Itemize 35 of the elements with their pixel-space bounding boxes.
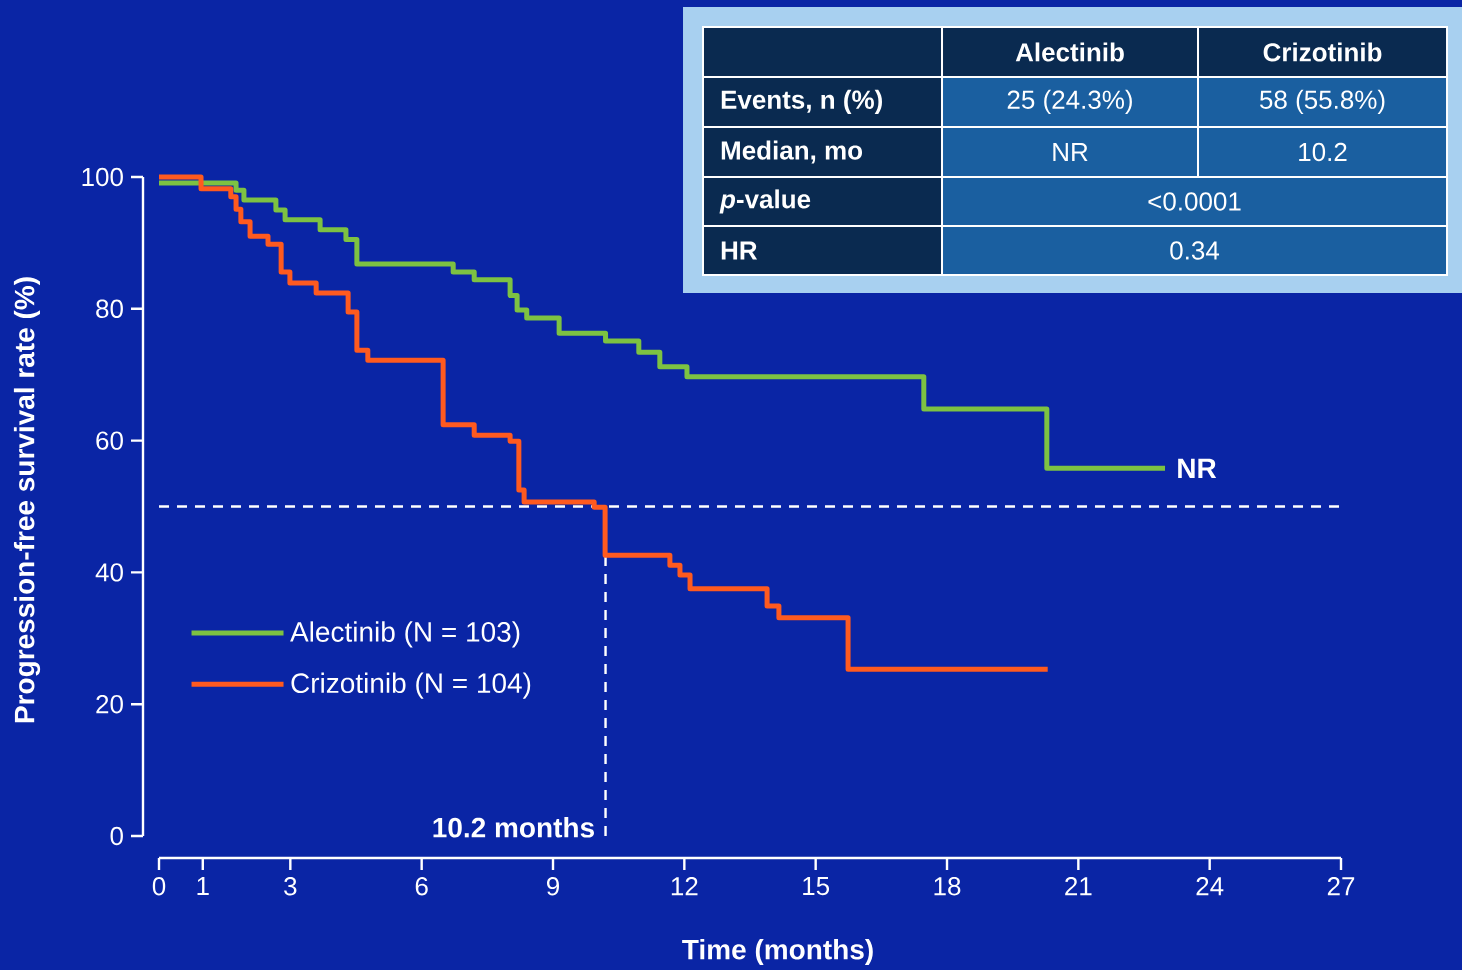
text: 58 (55.8%)	[1259, 89, 1385, 115]
y-tick-label: 100	[82, 167, 123, 187]
annotation: <0.0001	[1148, 192, 1241, 211]
y-tick-label: 0	[110, 826, 123, 846]
text: 10.2	[1299, 142, 1347, 162]
text: 25 (24.3%)	[1007, 89, 1132, 115]
x-tick-label: 1	[197, 877, 209, 895]
legend-label: Alectinib (N = 103)	[290, 621, 520, 648]
x-tick-label: 21	[1065, 877, 1092, 896]
text: Events, n (%)	[721, 89, 882, 115]
x-tick-label: 24	[1196, 877, 1224, 896]
x-tick-label: 3	[284, 877, 297, 896]
x-tick-label: 6	[415, 877, 428, 896]
x-tick-label: 27	[1327, 877, 1355, 896]
y-tick-label: 20	[96, 694, 123, 714]
x-tick-label: 15	[803, 877, 830, 896]
y-axis-title: Progression-free survival rate (%)	[13, 277, 41, 723]
x-axis-title: Time (months)	[682, 938, 873, 966]
x-tick-label: 12	[671, 877, 698, 896]
text: Alectinib	[1015, 42, 1124, 62]
annotation: NR	[1178, 458, 1217, 478]
legend-label: Crizotinib (N = 104)	[291, 672, 531, 699]
y-tick-label: 80	[96, 299, 123, 318]
y-tick-label: 60	[96, 431, 123, 450]
text: Median, mo	[721, 140, 863, 164]
text: Crizotinib	[1263, 42, 1382, 62]
x-tick-label: 0	[152, 877, 166, 896]
annotation: HR	[721, 241, 758, 260]
annotation: 10.2 months	[433, 817, 594, 838]
x-tick-label: 18	[934, 877, 961, 896]
annotation: 0.34	[1170, 241, 1220, 260]
text: NR	[1053, 143, 1088, 161]
y-tick-label: 40	[95, 563, 123, 582]
annotation: p-value	[719, 189, 811, 214]
x-tick-label: 9	[546, 877, 559, 896]
